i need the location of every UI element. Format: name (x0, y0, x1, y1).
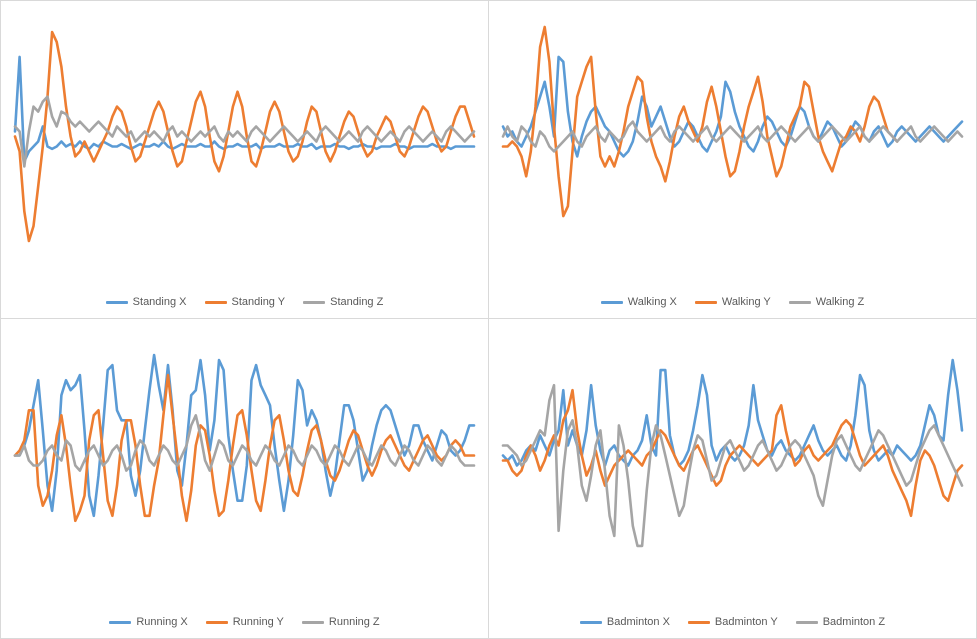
legend-label-walking-z: Walking Z (815, 296, 865, 308)
running-chart: Running X Running Y Running Z (0, 318, 489, 639)
running-plot (13, 353, 476, 523)
walking-series-z-line (501, 120, 964, 153)
legend-item-standing-y: Standing Y (204, 296, 286, 308)
legend-label-badminton-x: Badminton X (606, 616, 670, 628)
legend-item-running-x: Running X (109, 616, 188, 628)
badminton-series-x-line (501, 358, 964, 467)
legend-label-running-y: Running Y (232, 616, 284, 628)
legend-item-standing-x: Standing X (105, 296, 187, 308)
walking-series-x-line (501, 55, 964, 158)
legend-swatch-running-x (109, 620, 132, 624)
badminton-plot (501, 358, 964, 548)
legend-label-badminton-z: Badminton Z (822, 616, 886, 628)
legend-item-walking-z: Walking Z (788, 296, 865, 308)
badminton-series-z-line (501, 383, 964, 548)
legend-item-standing-z: Standing Z (303, 296, 383, 308)
running-series-z-line (13, 414, 476, 472)
running-series-y-line (13, 373, 476, 523)
legend-item-badminton-z: Badminton Z (795, 616, 886, 628)
running-series-x-line (13, 353, 476, 518)
legend-swatch-badminton-y (687, 620, 710, 624)
legend-swatch-walking-x (600, 300, 623, 304)
standing-chart: Standing X Standing Y Standing Z (0, 0, 489, 319)
legend-label-running-z: Running Z (328, 616, 380, 628)
legend-label-walking-y: Walking Y (721, 296, 771, 308)
legend-item-running-y: Running Y (205, 616, 284, 628)
legend-label-walking-x: Walking X (627, 296, 677, 308)
badminton-chart: Badminton X Badminton Y Badminton Z (488, 318, 977, 639)
legend-swatch-running-z (301, 620, 324, 624)
legend-label-standing-x: Standing X (132, 296, 187, 308)
walking-plot (501, 25, 964, 218)
legend-item-badminton-x: Badminton X (579, 616, 670, 628)
walking-series-y-line (501, 25, 899, 218)
standing-series-y-line (13, 30, 476, 243)
legend-swatch-standing-x (105, 300, 128, 304)
badminton-legend: Badminton X Badminton Y Badminton Z (489, 616, 976, 628)
legend-item-badminton-y: Badminton Y (687, 616, 778, 628)
legend-swatch-walking-z (788, 300, 811, 304)
legend-label-badminton-y: Badminton Y (714, 616, 778, 628)
legend-item-running-z: Running Z (301, 616, 380, 628)
walking-chart: Walking X Walking Y Walking Z (488, 0, 977, 319)
legend-item-walking-x: Walking X (600, 296, 677, 308)
legend-swatch-standing-z (303, 300, 326, 304)
standing-series-z-line (13, 95, 476, 168)
legend-swatch-walking-y (694, 300, 717, 304)
walking-legend: Walking X Walking Y Walking Z (489, 296, 976, 308)
legend-label-standing-z: Standing Z (330, 296, 384, 308)
standing-plot (13, 30, 476, 243)
legend-swatch-running-y (205, 620, 228, 624)
legend-swatch-badminton-x (579, 620, 602, 624)
legend-swatch-standing-y (204, 300, 227, 304)
standing-legend: Standing X Standing Y Standing Z (1, 296, 488, 308)
legend-swatch-badminton-z (795, 620, 818, 624)
legend-label-running-x: Running X (136, 616, 188, 628)
badminton-series-y-line (501, 388, 964, 518)
running-legend: Running X Running Y Running Z (1, 616, 488, 628)
legend-label-standing-y: Standing Y (231, 296, 286, 308)
legend-item-walking-y: Walking Y (694, 296, 771, 308)
